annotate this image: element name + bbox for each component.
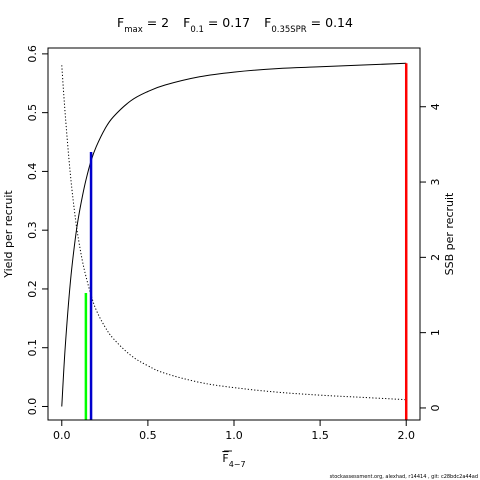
- y-tick-label-left: 0.1: [26, 339, 39, 357]
- title-part-2: F: [264, 15, 271, 30]
- y-tick-label-left: 0.3: [26, 221, 39, 239]
- title-part-sub-1: 0.1: [190, 25, 204, 35]
- x-axis-label: F4−7: [222, 452, 245, 469]
- x-tick-label: 2.0: [397, 429, 415, 442]
- plot-box: [47, 47, 421, 421]
- series-group: [61, 62, 407, 407]
- chart-title: Fmax = 2 F0.1 = 0.17 F0.35SPR = 0.14: [117, 15, 353, 35]
- y-axis-label-right: SSB per recruit: [443, 192, 456, 275]
- y-tick-label-right: 4: [429, 103, 442, 110]
- x-tick-label: 0.5: [139, 429, 157, 442]
- y-tick-label-left: 0.5: [26, 104, 39, 122]
- ssb-per-recruit-line: [61, 65, 407, 401]
- title-part-sub-2: 0.35SPR: [271, 25, 306, 35]
- title-part-0: F: [117, 15, 124, 30]
- title-part-sub-0: max: [124, 25, 143, 35]
- x-axis: 0.0 0.5 1.0 1.5 2.0: [53, 419, 415, 442]
- x-tick-label: 0.0: [53, 429, 71, 442]
- title-part-value-0: = 2: [143, 15, 169, 30]
- x-label-base: F: [222, 452, 228, 465]
- title-part-1: F: [183, 15, 190, 30]
- y-axis-left: 0.0 0.1 0.2 0.3 0.4 0.5 0.6: [26, 45, 49, 416]
- title-part-value-1: = 0.17: [204, 15, 250, 30]
- footer-note: stockassessment.org, alexhad, r14414 , g…: [330, 474, 478, 480]
- y-axis-right: 0 1 2 3 4: [419, 103, 442, 411]
- x-tick-label: 1.0: [225, 429, 243, 442]
- y-tick-label-left: 0.6: [26, 45, 39, 63]
- y-tick-label-right: 3: [429, 179, 442, 186]
- y-tick-label-left: 0.4: [26, 163, 39, 181]
- x-label-sub: 4−7: [229, 460, 246, 469]
- yield-per-recruit-line: [61, 62, 407, 407]
- title-part-value-2: = 0.14: [307, 15, 353, 30]
- reference-lines: [84, 63, 408, 420]
- y-tick-label-left: 0.2: [26, 280, 39, 298]
- y-tick-label-right: 1: [429, 329, 442, 336]
- y-axis-label-left: Yield per recruit: [2, 190, 15, 279]
- y-tick-label-left: 0.0: [26, 398, 39, 416]
- y-tick-label-right: 0: [429, 404, 442, 411]
- x-tick-label: 1.5: [311, 429, 329, 442]
- y-tick-label-right: 2: [429, 254, 442, 261]
